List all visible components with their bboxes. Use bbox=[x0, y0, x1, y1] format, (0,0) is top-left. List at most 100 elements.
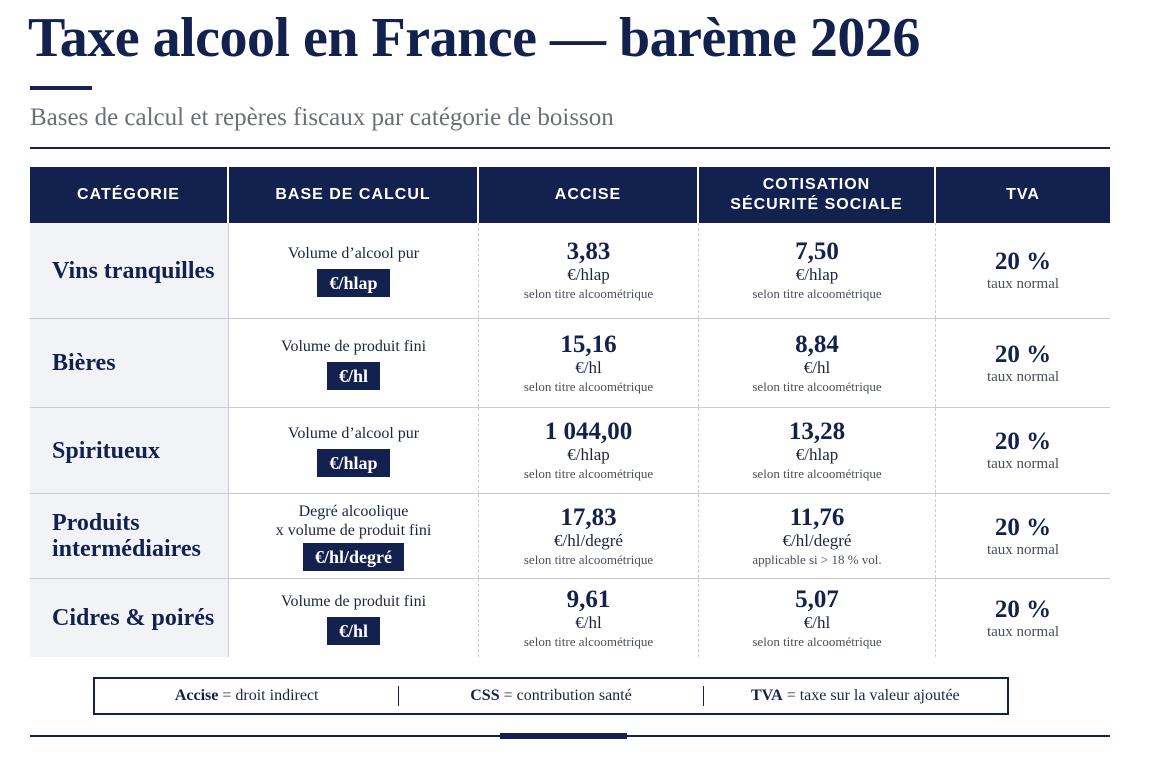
table-row: Bières Volume de produit fini €/hl 15,16… bbox=[30, 319, 1110, 408]
category-name: Vins tranquilles bbox=[52, 257, 215, 284]
base-cell: Volume d’alcool pur €/hlap bbox=[229, 223, 479, 318]
css-value: 5,07 bbox=[795, 585, 839, 613]
legend-item-css: CSS = contribution santé bbox=[399, 687, 702, 705]
tva-cell: 20 % taux normal bbox=[936, 319, 1110, 407]
header-base-de-calcul: BASE DE CALCUL bbox=[229, 167, 479, 223]
css-value: 11,76 bbox=[789, 503, 845, 531]
css-value: 8,84 bbox=[795, 330, 839, 358]
legend-item-tva: TVA = taxe sur la valeur ajoutée bbox=[704, 687, 1007, 705]
header-accise: ACCISE bbox=[479, 167, 699, 223]
header-tva: TVA bbox=[1006, 186, 1040, 203]
legend-item-accise: Accise = droit indirect bbox=[95, 687, 398, 705]
base-cell: Volume de produit fini €/hl bbox=[229, 319, 479, 407]
base-unit-badge: €/hlap bbox=[317, 449, 390, 477]
tva-value: 20 % bbox=[994, 595, 1052, 623]
css-note: selon titre alcoométrique bbox=[752, 378, 882, 394]
base-cell: Volume d’alcool pur €/hlap bbox=[229, 408, 479, 493]
base-text: Volume d’alcool pur bbox=[287, 425, 420, 442]
tva-cell: 20 % taux normal bbox=[936, 579, 1110, 657]
legend-term: Accise bbox=[174, 687, 219, 704]
bottom-accent-bar bbox=[500, 733, 627, 739]
accise-cell: 1 044,00 €/hlap selon titre alcoométriqu… bbox=[479, 408, 699, 493]
css-value: 7,50 bbox=[795, 238, 839, 265]
page-subtitle: Bases de calcul et repères fiscaux par c… bbox=[30, 104, 614, 131]
legend-definition: = droit indirect bbox=[222, 687, 319, 704]
accise-cell: 3,83 €/hlap selon titre alcoométrique bbox=[479, 223, 699, 318]
accise-cell: 9,61 €/hl selon titre alcoométrique bbox=[479, 579, 699, 657]
tva-note: taux normal bbox=[986, 276, 1060, 292]
accise-cell: 17,83 €/hl/degré selon titre alcoométriq… bbox=[479, 494, 699, 578]
accise-note: selon titre alcoométrique bbox=[523, 466, 654, 481]
header-cotisation-line1: COTISATION bbox=[762, 176, 871, 193]
accise-note: selon titre alcoométrique bbox=[523, 286, 654, 301]
title-accent-rule bbox=[30, 86, 92, 90]
table-row: Produits intermédiaires Degré alcoolique… bbox=[30, 494, 1110, 579]
legend-term: CSS bbox=[470, 687, 500, 704]
accise-note: selon titre alcoométrique bbox=[523, 633, 654, 649]
css-note: selon titre alcoométrique bbox=[752, 286, 882, 301]
tva-cell: 20 % taux normal bbox=[936, 223, 1110, 318]
legend-box: Accise = droit indirect CSS = contributi… bbox=[93, 677, 1009, 715]
accise-value: 17,83 bbox=[560, 503, 617, 531]
accise-value: 9,61 bbox=[566, 585, 611, 613]
accise-note: selon titre alcoométrique bbox=[523, 378, 654, 394]
header-categorie: CATÉGORIE bbox=[30, 167, 229, 223]
category-name: Spiritueux bbox=[52, 437, 161, 464]
tva-cell: 20 % taux normal bbox=[936, 494, 1110, 578]
legend-separator bbox=[702, 686, 704, 706]
category-cell: Bières bbox=[30, 319, 229, 407]
tva-note: taux normal bbox=[986, 623, 1060, 640]
css-note: applicable si > 18 % vol. bbox=[752, 551, 882, 567]
header-cotisation: COTISATION SÉCURITÉ SOCIALE bbox=[699, 167, 936, 223]
legend-separator bbox=[398, 686, 400, 706]
accise-value: 1 044,00 bbox=[544, 418, 633, 445]
base-text-line2: x volume de produit fini bbox=[275, 521, 432, 539]
table-row: Spiritueux Volume d’alcool pur €/hlap 1 … bbox=[30, 408, 1110, 494]
css-cell: 7,50 €/hlap selon titre alcoométrique bbox=[699, 223, 936, 318]
tva-value: 20 % bbox=[994, 513, 1052, 541]
css-cell: 13,28 €/hlap selon titre alcoométrique bbox=[699, 408, 936, 493]
category-name-line2: intermédiaires bbox=[52, 536, 201, 562]
base-unit-badge: €/hl/degré bbox=[303, 542, 404, 571]
category-cell: Vins tranquilles bbox=[30, 223, 229, 318]
css-cell: 8,84 €/hl selon titre alcoométrique bbox=[699, 319, 936, 407]
accise-unit: €/hlap bbox=[567, 265, 610, 284]
css-cell: 11,76 €/hl/degré applicable si > 18 % vo… bbox=[699, 494, 936, 578]
accise-note: selon titre alcoométrique bbox=[523, 551, 654, 567]
category-cell: Cidres & poirés bbox=[30, 579, 229, 657]
css-note: selon titre alcoométrique bbox=[752, 466, 882, 481]
css-unit: €/hl bbox=[803, 357, 831, 377]
css-unit: €/hl bbox=[803, 612, 831, 632]
accise-unit: €/hl bbox=[575, 612, 602, 632]
css-note: selon titre alcoométrique bbox=[752, 633, 882, 649]
category-name: Cidres & poirés bbox=[52, 605, 215, 631]
css-unit: €/hlap bbox=[795, 265, 839, 284]
tva-cell: 20 % taux normal bbox=[936, 408, 1110, 493]
css-value: 13,28 bbox=[788, 418, 846, 445]
tva-note: taux normal bbox=[986, 368, 1060, 385]
base-unit-badge: €/hl bbox=[326, 616, 380, 645]
tva-value: 20 % bbox=[994, 340, 1052, 368]
base-cell: Volume de produit fini €/hl bbox=[229, 579, 479, 657]
base-unit-badge: €/hl bbox=[326, 361, 380, 390]
tax-table: CATÉGORIE BASE DE CALCUL ACCISE COTISATI… bbox=[30, 167, 1110, 657]
header-cotisation-line2: SÉCURITÉ SOCIALE bbox=[730, 196, 903, 213]
css-unit: €/hl/degré bbox=[782, 530, 852, 550]
tva-value: 20 % bbox=[994, 248, 1052, 275]
accise-unit: €/hlap bbox=[567, 445, 610, 464]
legend-definition: = contribution santé bbox=[503, 687, 632, 704]
tva-value: 20 % bbox=[994, 428, 1052, 455]
css-cell: 5,07 €/hl selon titre alcoométrique bbox=[699, 579, 936, 657]
category-name: Bières bbox=[52, 350, 116, 376]
top-divider bbox=[30, 147, 1110, 149]
category-cell: Spiritueux bbox=[30, 408, 229, 493]
base-text: Volume de produit fini bbox=[280, 592, 427, 610]
base-unit-badge: €/hlap bbox=[317, 269, 390, 297]
legend-term: TVA bbox=[750, 687, 783, 704]
page-title: Taxe alcool en France — barème 2026 bbox=[28, 7, 920, 69]
base-text: Volume de produit fini bbox=[280, 337, 427, 355]
accise-cell: 15,16 €/hl selon titre alcoométrique bbox=[479, 319, 699, 407]
base-text-line1: Degré alcoolique bbox=[298, 502, 409, 520]
accise-value: 3,83 bbox=[566, 238, 611, 265]
accise-unit: €/hl bbox=[575, 357, 602, 377]
